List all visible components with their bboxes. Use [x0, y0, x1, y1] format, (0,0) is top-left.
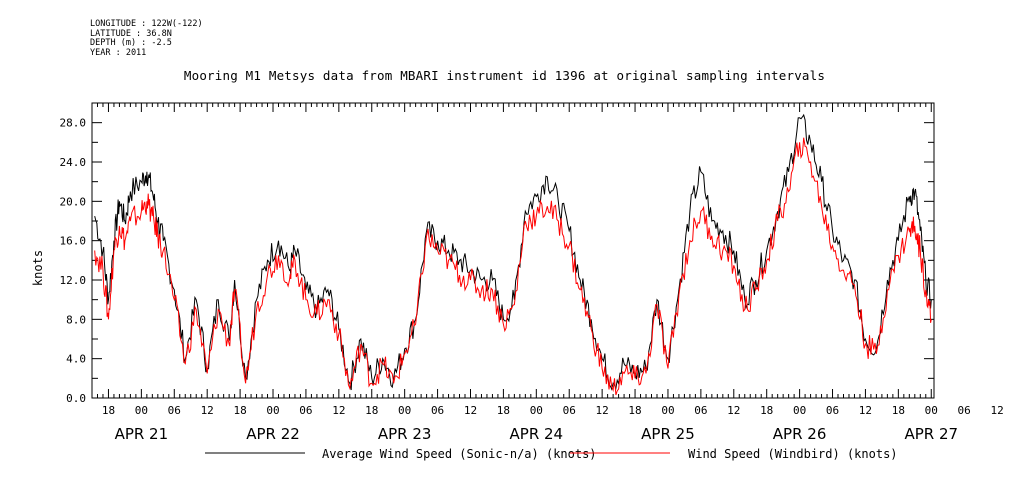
x-hour-label: 18 [497, 404, 510, 417]
x-date-label: APR 22 [246, 425, 300, 443]
x-hour-label: 06 [299, 404, 312, 417]
x-hour-label: 12 [464, 404, 477, 417]
x-hour-label: 00 [135, 404, 148, 417]
x-hour-label: 00 [530, 404, 543, 417]
y-tick-label: 8.0 [66, 313, 86, 326]
x-date-label: APR 26 [773, 425, 827, 443]
x-hour-label: 00 [398, 404, 411, 417]
x-hour-label: 06 [563, 404, 576, 417]
x-hour-label: 00 [266, 404, 279, 417]
x-hour-label: 12 [859, 404, 872, 417]
x-hour-label: 06 [168, 404, 181, 417]
y-axis-label: knots [31, 250, 45, 286]
x-date-label: APR 25 [641, 425, 695, 443]
chart-title: Mooring M1 Metsys data from MBARI instru… [183, 68, 826, 83]
x-hour-label: 18 [102, 404, 115, 417]
x-date-label: APR 23 [378, 425, 432, 443]
legend-windbird-label: Wind Speed (Windbird) (knots) [688, 447, 898, 461]
x-hour-label: 12 [201, 404, 214, 417]
legend-sonic-label: Average Wind Speed (Sonic-n/a) (knots) [322, 447, 597, 461]
x-hour-label: 18 [760, 404, 773, 417]
meta-longitude: LONGITUDE : 122W(-122) [90, 19, 203, 29]
x-hour-label: 12 [332, 404, 345, 417]
y-tick-label: 20.0 [60, 195, 87, 208]
meta-year: YEAR : 2011 [90, 47, 147, 58]
y-tick-label: 12.0 [60, 274, 87, 287]
y-tick-label: 16.0 [60, 235, 87, 248]
x-date-label: APR 27 [904, 425, 958, 443]
plot-frame [91, 102, 935, 399]
x-hour-label: 18 [892, 404, 905, 417]
x-hour-label: 18 [628, 404, 641, 417]
x-hour-label: 12 [596, 404, 609, 417]
x-hour-label: 12 [990, 404, 1003, 417]
x-hour-label: 06 [826, 404, 839, 417]
sonic-series-line [94, 113, 932, 391]
x-hour-label: 12 [727, 404, 740, 417]
x-date-label: APR 24 [510, 425, 564, 443]
y-tick-label: 0.0 [66, 392, 86, 405]
x-hour-label: 06 [958, 404, 971, 417]
y-tick-label: 24.0 [60, 156, 87, 169]
legend: Average Wind Speed (Sonic-n/a) (knots) W… [205, 447, 898, 461]
meta-depth: DEPTH (m) : -2.5 [90, 38, 172, 49]
windbird-series-line [94, 137, 932, 396]
x-hour-label: 06 [694, 404, 707, 417]
x-hour-label: 06 [431, 404, 444, 417]
x-hour-label: 00 [925, 404, 938, 417]
x-date-label: APR 21 [115, 425, 169, 443]
x-hour-label: 00 [661, 404, 674, 417]
y-tick-label: 4.0 [66, 353, 86, 366]
y-tick-label: 28.0 [60, 117, 87, 130]
x-hour-label: 00 [793, 404, 806, 417]
meta-latitude: LATITUDE : 36.8N [90, 28, 172, 39]
x-hour-label: 18 [233, 404, 246, 417]
x-hour-label: 18 [365, 404, 378, 417]
metadata-block: LONGITUDE : 122W(-122) LATITUDE : 36.8N … [90, 19, 203, 58]
